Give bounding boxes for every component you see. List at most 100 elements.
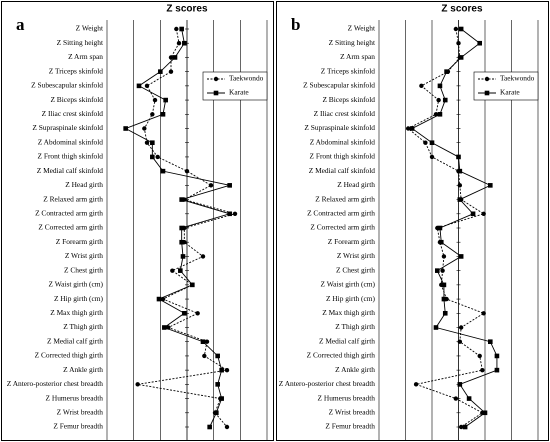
legend-marker (213, 90, 219, 96)
data-point (477, 353, 482, 359)
data-point (195, 311, 200, 316)
y-tick-label: Z Iliac crest skinfold (42, 109, 104, 118)
data-point (441, 282, 447, 288)
y-tick-label: Z Contracted arm girth (307, 208, 375, 217)
y-tick-label: Z Corrected arm girth (310, 223, 375, 232)
data-point (227, 183, 232, 188)
data-point (158, 69, 163, 74)
y-tick-label: Z Relaxed arm girth (43, 194, 103, 203)
data-point (481, 311, 486, 316)
data-point (156, 296, 162, 302)
data-point (457, 168, 463, 174)
y-tick-label: Z Forearm girth (328, 237, 376, 246)
data-point (179, 239, 184, 245)
y-tick-label: Z Front thigh skinfold (38, 152, 104, 161)
data-point (453, 396, 459, 401)
data-point (466, 396, 472, 401)
data-point (458, 26, 464, 32)
data-point (144, 140, 150, 145)
data-point (160, 111, 166, 117)
data-point (190, 282, 195, 288)
data-point (224, 424, 230, 430)
data-point (488, 339, 493, 345)
y-tick-label: Z Supraspinale skinfold (304, 123, 375, 132)
data-point (142, 126, 147, 131)
data-point (215, 382, 220, 387)
data-point (207, 424, 212, 430)
y-tick-label: Z Head girth (65, 180, 103, 189)
y-tick-label: Z Femur breadth (53, 422, 103, 431)
data-point (423, 140, 428, 145)
data-point (437, 111, 443, 117)
data-point (170, 268, 175, 273)
y-tick-label: Z Biceps skinfold (322, 95, 375, 104)
y-tick-label: Z Waist girth (cm) (321, 280, 376, 289)
panel-label: b (291, 15, 300, 34)
data-point (456, 41, 461, 46)
data-point (160, 168, 166, 174)
legend-marker (213, 76, 219, 82)
data-point (200, 254, 206, 259)
data-point (477, 40, 482, 46)
data-point (488, 183, 493, 188)
y-tick-label: Z Weight (348, 24, 376, 33)
data-point (436, 97, 441, 103)
y-tick-label: Z Max thigh girth (50, 308, 103, 317)
data-point (168, 55, 174, 60)
data-point (162, 325, 167, 330)
data-point (494, 353, 500, 359)
chart-title: Z scores (166, 4, 208, 15)
data-point (429, 154, 435, 160)
y-tick-label: Z Waist girth (cm) (49, 280, 104, 289)
y-tick-label: Z Relaxed arm girth (315, 194, 375, 203)
data-point (150, 140, 155, 146)
data-point (178, 268, 183, 273)
data-point (457, 382, 463, 387)
y-tick-label: Z Wrist girth (337, 251, 375, 260)
data-point (440, 268, 445, 273)
y-tick-label: Z Chest girth (336, 265, 375, 274)
data-point (224, 367, 230, 373)
y-tick-label: Z Thigh girth (335, 322, 375, 331)
y-tick-label: Z Medial calf skinfold (309, 166, 376, 175)
y-tick-label: Z Triceps skinfold (321, 66, 376, 75)
data-point (442, 97, 448, 103)
data-point (150, 154, 155, 160)
y-tick-label: Z Humerus breadth (318, 393, 376, 402)
data-point (215, 353, 220, 359)
data-point (202, 353, 207, 359)
legend-label: Taekwondo (229, 74, 264, 83)
y-tick-label: Z Medial calf girth (47, 336, 103, 345)
data-point (419, 83, 424, 89)
data-point (180, 254, 186, 259)
y-tick-label: Z Head girth (337, 180, 375, 189)
data-point (232, 211, 238, 216)
data-point (219, 396, 224, 401)
y-tick-label: Z Femur breadth (325, 422, 375, 431)
y-tick-label: Z Front thigh skinfold (310, 152, 376, 161)
y-tick-label: Z Ankle girth (63, 365, 103, 374)
data-point (144, 83, 150, 89)
data-point (470, 211, 476, 217)
data-point (457, 183, 463, 188)
data-point (494, 367, 500, 373)
data-point (482, 410, 488, 416)
chart-title: Z scores (441, 4, 483, 15)
data-point (480, 367, 485, 373)
data-point (179, 225, 184, 231)
data-point (172, 55, 178, 60)
y-tick-label: Z Sitting height (329, 38, 376, 47)
series-line (407, 28, 485, 428)
data-point (150, 112, 155, 117)
data-point (152, 97, 158, 103)
y-tick-label: Z Contracted arm girth (35, 208, 103, 217)
data-point (442, 310, 448, 316)
data-point (437, 225, 443, 231)
data-point (458, 424, 464, 430)
data-point (214, 410, 219, 416)
y-tick-label: Z Corrected arm girth (38, 223, 103, 232)
data-point (219, 367, 224, 373)
data-point (174, 26, 179, 32)
legend-box (202, 71, 268, 101)
